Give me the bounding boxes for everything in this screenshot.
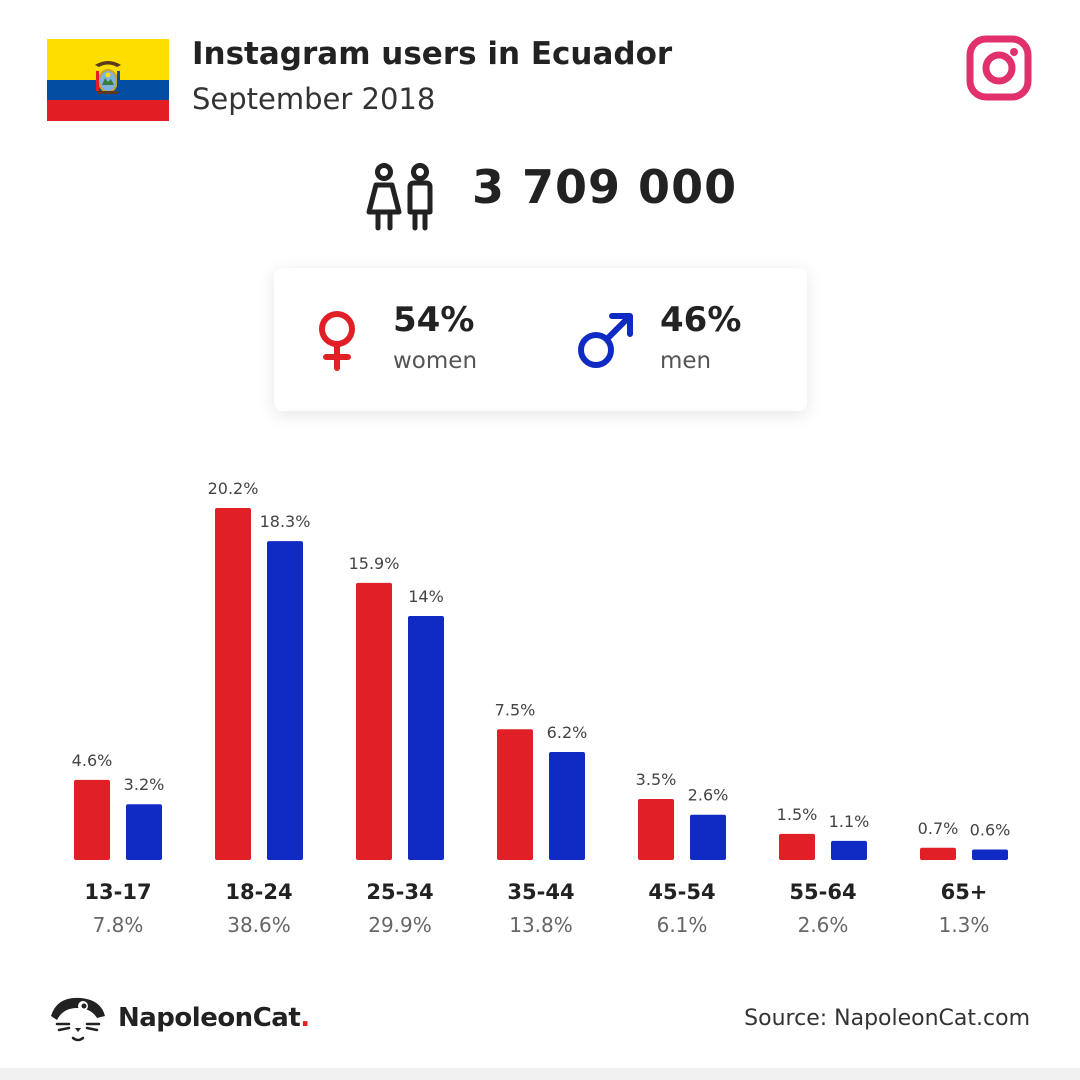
bar-value-label: 2.6% bbox=[688, 786, 729, 805]
bar-value-label: 3.5% bbox=[636, 770, 677, 789]
category-total-label: 2.6% bbox=[798, 913, 849, 937]
bar-value-label: 14% bbox=[408, 587, 444, 606]
bar-value-label: 15.9% bbox=[349, 554, 400, 573]
bar-25-34-series-0 bbox=[356, 582, 392, 860]
women-label: women bbox=[393, 348, 478, 374]
bar-13-17-series-0 bbox=[74, 779, 110, 860]
bar-value-label: 1.1% bbox=[829, 812, 870, 831]
category-label: 65+ bbox=[941, 880, 988, 904]
page-subtitle: September 2018 bbox=[192, 82, 436, 116]
bar-45-54-series-0 bbox=[638, 799, 674, 860]
bar-25-34-series-1 bbox=[408, 616, 444, 860]
category-label: 45-54 bbox=[648, 880, 715, 904]
bar-value-label: 18.3% bbox=[260, 512, 311, 531]
instagram-icon bbox=[966, 35, 1032, 101]
category-label: 13-17 bbox=[84, 880, 151, 904]
female-symbol-icon bbox=[319, 311, 355, 371]
male-symbol-icon bbox=[578, 313, 633, 368]
bar-value-label: 0.6% bbox=[970, 821, 1011, 840]
gender-card: 54% women 46% men bbox=[274, 268, 807, 411]
category-total-label: 6.1% bbox=[657, 913, 708, 937]
bar-35-44-series-1 bbox=[549, 751, 585, 860]
women-percentage: 54% bbox=[393, 300, 475, 340]
category-total-label: 38.6% bbox=[227, 913, 291, 937]
bar-55-64-series-0 bbox=[779, 833, 815, 860]
page-title: Instagram users in Ecuador bbox=[192, 36, 673, 72]
bar-45-54-series-1 bbox=[690, 814, 726, 860]
users-icon bbox=[366, 163, 433, 231]
bar-65+-series-0 bbox=[920, 847, 956, 860]
bar-value-label: 1.5% bbox=[777, 805, 818, 824]
ecuador-flag bbox=[47, 39, 169, 121]
bar-value-label: 20.2% bbox=[208, 479, 259, 498]
category-label: 25-34 bbox=[366, 880, 433, 904]
category-total-label: 13.8% bbox=[509, 913, 573, 937]
bar-value-label: 6.2% bbox=[547, 723, 588, 742]
bar-value-label: 0.7% bbox=[918, 819, 959, 838]
bar-18-24-series-0 bbox=[215, 508, 251, 860]
category-label: 18-24 bbox=[225, 880, 292, 904]
bottom-strip bbox=[0, 1068, 1080, 1080]
category-total-label: 7.8% bbox=[93, 913, 144, 937]
bar-value-label: 4.6% bbox=[72, 751, 113, 770]
coat-of-arms-icon bbox=[95, 61, 121, 94]
category-total-label: 1.3% bbox=[939, 913, 990, 937]
bar-value-label: 3.2% bbox=[124, 775, 165, 794]
source-text: Source: NapoleonCat.com bbox=[744, 1006, 1030, 1031]
napoleoncat-logo-icon bbox=[51, 997, 105, 1042]
bar-18-24-series-1 bbox=[267, 541, 303, 860]
napoleoncat-logo-text: NapoleonCat. bbox=[118, 1003, 310, 1033]
category-label: 55-64 bbox=[789, 880, 856, 904]
bar-value-label: 7.5% bbox=[495, 700, 536, 719]
bar-65+-series-1 bbox=[972, 849, 1008, 860]
men-label: men bbox=[660, 348, 712, 374]
men-percentage: 46% bbox=[660, 300, 742, 340]
category-label: 35-44 bbox=[507, 880, 574, 904]
total-users: 3 709 000 bbox=[472, 160, 738, 214]
logo-name: NapoleonCat bbox=[118, 1003, 301, 1033]
bar-55-64-series-1 bbox=[831, 840, 867, 860]
logo-dot: . bbox=[300, 1003, 310, 1033]
bar-13-17-series-1 bbox=[126, 804, 162, 860]
bar-35-44-series-0 bbox=[497, 729, 533, 860]
category-total-label: 29.9% bbox=[368, 913, 432, 937]
